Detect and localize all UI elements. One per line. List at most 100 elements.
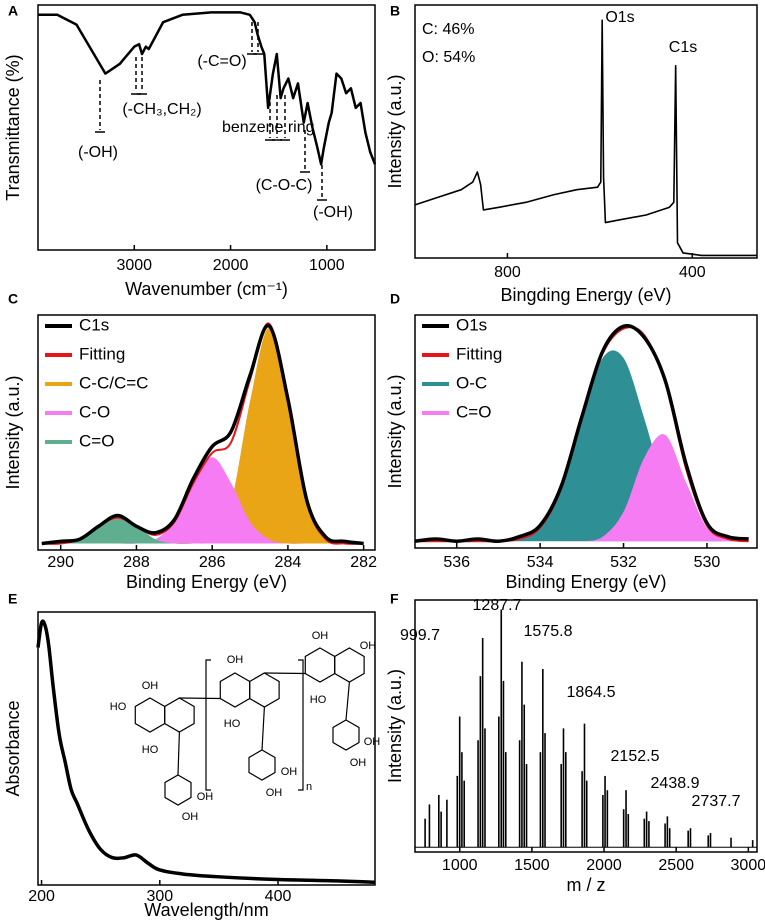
annotation: (C-O-C) [256,177,313,194]
annotation: benzene ring [222,119,315,136]
peak-label: 1575.8 [524,623,573,640]
bond [177,731,180,776]
bond [264,672,306,675]
structure-label: n [306,781,312,793]
x-tick-label: 2000 [213,257,249,274]
bond [345,681,350,721]
bond [261,706,265,751]
x-tick-label: 800 [494,264,521,281]
bond [179,697,221,700]
x-tick-label: 286 [199,554,226,571]
x-tick-label: 3000 [116,257,152,274]
peak-label: 1864.5 [567,684,616,701]
ring [219,672,251,708]
panel-label: B [390,3,400,19]
x-tick-label: 284 [275,554,302,571]
peak-label: 1287.7 [473,597,522,614]
x-tick-label: 290 [47,554,74,571]
x-tick-label: 400 [679,264,706,281]
structure-label: OH [227,654,244,666]
x-axis-label: m / z [567,875,606,895]
structure-label: OH [364,736,381,748]
structure-label: OH [360,640,377,652]
legend-label: O-C [456,373,487,392]
annotation: C: 46% [422,21,474,38]
structure-label: OH [281,766,298,778]
legend-label: C-O [79,402,110,421]
x-tick-label: 2500 [658,857,694,874]
plot-frame [414,599,758,853]
x-tick-label: 282 [350,554,377,571]
structure-label: OH [266,787,283,799]
structure-label: OH [182,811,199,823]
x-tick-label: 288 [123,554,150,571]
ring [164,697,195,733]
panel-label: A [8,3,18,19]
ring [164,774,192,806]
annotation: (-CH₃,CH₂) [122,101,201,118]
x-axis-label: Wavelength/nm [144,900,268,920]
x-tick-label: 1500 [514,857,550,874]
line [36,619,376,885]
annotation: (-C=O) [197,53,246,70]
structure-label: HO [310,694,327,706]
y-axis-label: Absorbance [3,700,23,796]
legend-label: C=O [456,402,491,421]
x-axis-label: Binding Energy (eV) [126,572,287,592]
panel-label: C [8,291,18,307]
x-tick-label: 300 [146,888,173,905]
area [41,457,364,544]
annotation: (-OH) [78,144,118,161]
annotation: (-OH) [313,204,353,221]
peak-label: 2737.7 [692,793,741,810]
peak-label: 2438.9 [651,775,700,792]
line [414,19,757,257]
annotation: O: 54% [422,49,475,66]
line [38,11,377,166]
x-tick-label: 2000 [586,857,622,874]
panel-label: F [390,591,399,607]
plot-frame [414,4,758,259]
x-axis-label: Wavenumber (cm⁻¹) [125,279,288,299]
y-axis-label: Intensity (a.u.) [3,375,23,489]
x-axis-label: Binding Energy (eV) [505,572,666,592]
annotation: C1s [669,39,697,56]
area [415,434,749,542]
x-tick-label: 200 [28,888,55,905]
structure-label: HO [110,701,127,713]
legend-label: C-C/C=C [79,373,148,392]
structure-label: OH [197,791,214,803]
ring [304,647,336,683]
annotation: O1s [605,9,634,26]
x-tick-label: 1000 [309,257,345,274]
plot-frame [37,4,376,251]
y-axis-label: Intensity (a.u.) [385,74,405,188]
x-tick-label: 530 [694,554,721,571]
ring [248,749,276,781]
legend-label: Fitting [456,344,502,363]
plot-frame [37,611,376,886]
area [41,517,364,544]
structure-label: OH [350,757,367,769]
line [414,324,749,543]
x-tick-label: 400 [265,888,292,905]
x-tick-label: 534 [527,554,554,571]
structure-label: HO [142,744,159,756]
bracket [205,659,304,791]
structure-label: OH [142,680,159,692]
line [41,324,364,546]
y-axis-label: Transmittance (%) [3,54,23,200]
x-axis-label: Bingding Energy (eV) [500,285,671,305]
ring [134,697,166,733]
peak-label: 999.7 [400,627,440,644]
legend-label: O1s [456,315,487,334]
legend-label: C=O [79,431,114,450]
y-axis-label: Intensity (a.u.) [385,669,405,783]
legend-label: Fitting [79,344,125,363]
x-tick-label: 1000 [442,857,478,874]
ring [334,647,365,683]
legend-label: C1s [79,315,109,334]
peak-label: 2152.5 [611,748,660,765]
